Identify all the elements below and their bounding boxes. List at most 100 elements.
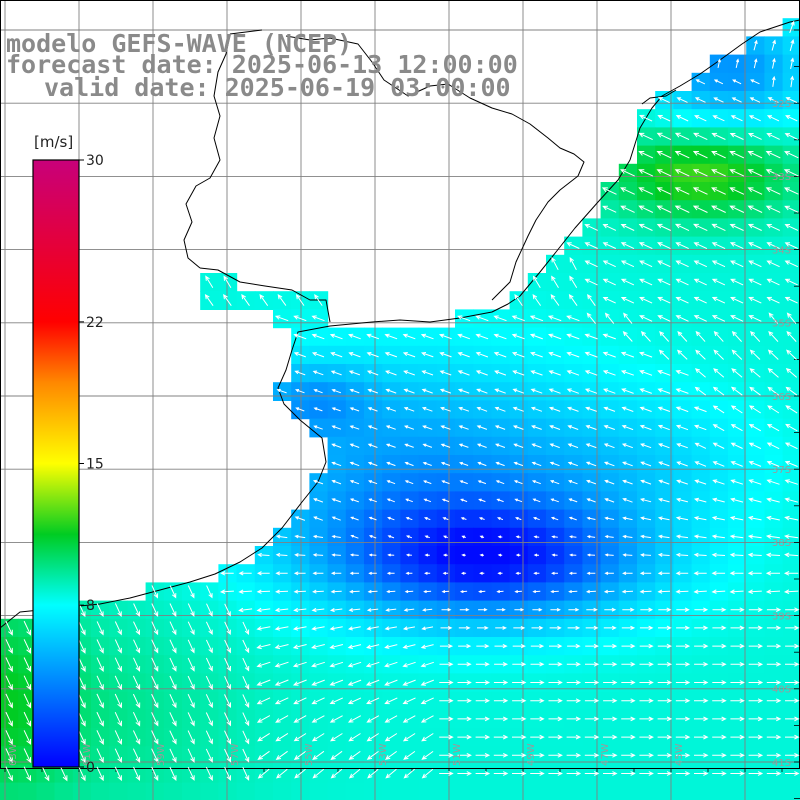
wind-arrow-157 — [730, 296, 744, 304]
wind-arrow-834 — [78, 693, 86, 709]
wind-arrow-935 — [311, 733, 325, 742]
wind-arrow-770 — [512, 662, 527, 667]
wind-arrow-587 — [349, 589, 360, 594]
wind-arrow-672 — [329, 626, 343, 631]
wind-arrow-844 — [256, 697, 271, 705]
wind-arrow-505 — [640, 534, 652, 539]
wind-arrow-631 — [385, 608, 397, 612]
wind-arrow-371 — [694, 442, 707, 449]
wind-arrow-461 — [368, 516, 377, 521]
wind-arrow-319 — [712, 405, 725, 414]
field-cell-1050 — [0, 782, 19, 800]
wind-arrow-131 — [675, 278, 689, 286]
wind-arrow-846 — [293, 697, 307, 705]
wind-arrow-874 — [5, 711, 13, 727]
wind-arrow-90 — [729, 223, 744, 231]
wind-arrow-936 — [330, 733, 343, 742]
wind-arrow-799 — [242, 675, 250, 690]
wind-arrow-188 — [384, 333, 398, 340]
lat-label-7: 39S — [772, 611, 791, 622]
wind-arrow-86 — [656, 223, 672, 231]
wind-arrow-632 — [403, 608, 415, 612]
wind-arrow-512 — [765, 534, 780, 539]
wind-arrow-852 — [402, 697, 416, 705]
wind-arrow-42 — [656, 151, 672, 159]
wind-arrow-643 — [604, 607, 617, 612]
wind-arrow-265 — [767, 368, 779, 378]
wind-arrow-506 — [657, 534, 670, 539]
wind-arrow-931 — [242, 730, 250, 745]
wind-arrow-342 — [639, 424, 652, 431]
wind-arrow-428 — [766, 479, 780, 485]
wind-arrow-732 — [621, 643, 636, 649]
wind-arrow-895 — [384, 715, 398, 723]
wind-arrow-24 — [657, 115, 671, 122]
field-cell-1084 — [618, 782, 638, 800]
wind-arrow-124 — [551, 275, 559, 288]
wind-arrow-261 — [694, 368, 706, 378]
wind-arrow-626 — [293, 607, 307, 613]
wind-arrow-238 — [786, 349, 797, 360]
wind-arrow-796 — [187, 675, 195, 690]
wind-arrow-865 — [639, 698, 654, 704]
colorbar-tick-label-3: 8 — [86, 598, 95, 614]
wind-arrow-1044 — [694, 771, 709, 776]
wind-arrow-709 — [205, 639, 213, 654]
wind-arrow-526 — [479, 553, 485, 557]
wind-arrow-169 — [547, 315, 562, 322]
wind-arrow-334 — [494, 425, 506, 430]
field-cell-1063 — [236, 782, 256, 800]
wind-arrow-663 — [169, 621, 177, 636]
wind-arrow-728 — [549, 643, 563, 649]
wind-arrow-946 — [512, 734, 527, 740]
wind-arrow-668 — [256, 626, 271, 631]
wind-arrow-801 — [274, 679, 289, 686]
wind-arrow-246 — [421, 370, 434, 376]
wind-arrow-1041 — [639, 771, 654, 776]
wind-arrow-808 — [402, 679, 416, 686]
wind-arrow-712 — [256, 644, 271, 650]
wind-arrow-385 — [477, 461, 487, 467]
wind-arrow-498 — [515, 535, 521, 539]
wind-arrow-585 — [312, 589, 324, 594]
wind-arrow-266 — [785, 368, 798, 378]
wind-arrow-944 — [475, 734, 491, 740]
wind-arrow-622 — [224, 603, 231, 617]
wind-arrow-166 — [493, 315, 507, 322]
wind-arrow-119 — [766, 260, 780, 268]
wind-arrow-1036 — [548, 771, 563, 776]
wind-arrow-378 — [349, 461, 360, 467]
wind-arrow-99 — [657, 242, 671, 250]
wind-arrow-933 — [275, 732, 289, 742]
wind-arrow-534 — [622, 553, 633, 557]
wind-arrow-282 — [548, 388, 561, 394]
wind-arrow-394 — [640, 461, 652, 467]
wind-arrow-158 — [748, 296, 762, 304]
wind-arrow-416 — [549, 480, 560, 485]
wind-arrow-427 — [748, 479, 762, 485]
wind-arrow-719 — [384, 644, 398, 649]
wind-arrow-760 — [329, 661, 344, 668]
field-cell-1082 — [582, 782, 602, 800]
wind-arrow-332 — [458, 425, 469, 430]
wind-arrow-180 — [748, 315, 762, 322]
wind-arrow-1038 — [584, 771, 600, 776]
wind-arrow-979 — [312, 750, 325, 760]
coastline — [0, 19, 800, 629]
wind-arrow-863 — [603, 698, 618, 704]
field-cell-1088 — [691, 782, 711, 800]
wind-arrow-109 — [584, 260, 598, 268]
wind-arrow-309 — [530, 406, 543, 412]
wind-arrow-1040 — [621, 771, 636, 776]
wind-arrow-216 — [384, 352, 398, 358]
wind-arrow-212 — [311, 352, 325, 358]
wind-arrow-761 — [347, 661, 362, 668]
wind-arrow-611 — [783, 589, 799, 594]
wind-arrow-477 — [657, 516, 670, 521]
lat-label-1: 33S — [772, 172, 791, 183]
wind-arrow-392 — [603, 461, 615, 467]
wind-arrow-25 — [675, 115, 689, 122]
wind-arrow-677 — [421, 626, 434, 631]
wind-arrow-739 — [748, 643, 764, 649]
wind-arrow-288 — [657, 388, 671, 394]
